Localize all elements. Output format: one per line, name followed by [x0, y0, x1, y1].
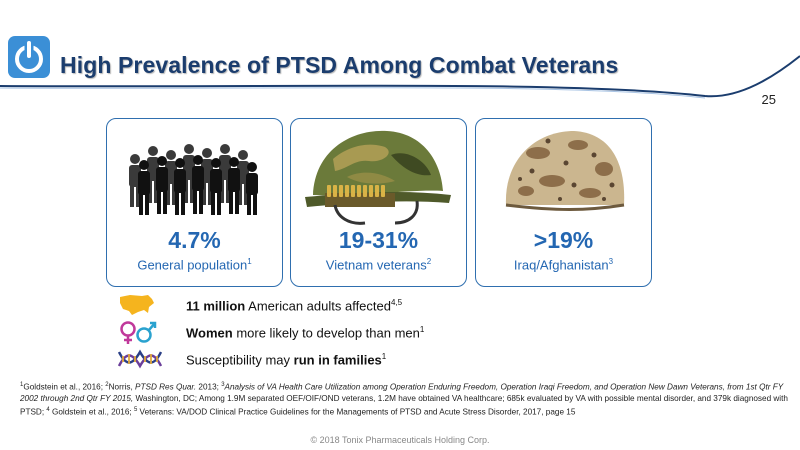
- fact-text: Susceptibility may: [186, 352, 294, 368]
- stat-ref: 1: [247, 257, 252, 266]
- page-title: High Prevalence of PTSD Among Combat Vet…: [60, 52, 619, 78]
- gender-symbols-icon: [120, 321, 157, 344]
- desert-camo-helmet-icon: [505, 131, 625, 211]
- fact-ref: 1: [419, 325, 425, 334]
- stat-label: Vietnam veterans2: [291, 257, 466, 272]
- stat-value: 4.7%: [168, 227, 221, 253]
- fact-text: more likely to develop than men: [232, 325, 420, 341]
- stat-value: 19-31%: [338, 227, 419, 253]
- ref-sup: 5: [133, 406, 138, 413]
- ref-sup: 4: [46, 406, 50, 413]
- ref-sup: 2: [105, 382, 109, 388]
- stat-label-text: Vietnam veterans: [325, 257, 427, 273]
- fact-women: Women more likely to develop than men1: [186, 325, 424, 340]
- stat-label-text: Iraq/Afghanistan: [513, 257, 609, 273]
- header-swoosh-rule: [0, 55, 800, 99]
- stat-card-vietnam: 19-31% Vietnam veterans2: [290, 118, 467, 287]
- fact-bold: 11 million: [186, 298, 246, 314]
- ref-sup: 3: [221, 382, 225, 388]
- ref-text: Goldstein et al., 2016;: [23, 382, 106, 392]
- references: 1Goldstein et al., 2016; 2Norris, PTSD R…: [20, 380, 788, 418]
- page-number: 25: [761, 92, 776, 107]
- copyright: © 2018 Tonix Pharmaceuticals Holding Cor…: [310, 435, 490, 445]
- stat-value: >19%: [533, 227, 594, 253]
- ref-report-title: Analysis of VA Health Care Utilization a…: [20, 382, 784, 404]
- fact-ref: 1: [381, 352, 387, 361]
- dna-helix-icon: [118, 349, 162, 369]
- ref-text: Washington, DC; Among 1.9M separated OEF…: [20, 394, 788, 417]
- vietnam-helmet-icon: [305, 130, 451, 225]
- fact-bold: Women: [186, 325, 233, 341]
- ref-text: Veterans: VA/DOD Clinical Practice Guide…: [137, 407, 576, 417]
- stat-card-iraq-afghanistan: >19% Iraq/Afghanistan3: [475, 118, 652, 287]
- fact-heritability: Susceptibility may run in families1: [186, 352, 386, 367]
- ref-journal: PTSD Res Quar.: [135, 382, 197, 392]
- stat-label: Iraq/Afghanistan3: [476, 257, 651, 272]
- stat-label: General population1: [107, 257, 282, 272]
- usa-map-icon: [120, 295, 154, 315]
- stat-label-text: General population: [137, 257, 248, 273]
- ref-sup: 1: [20, 382, 24, 388]
- ref-text: 2013;: [196, 382, 222, 392]
- stat-card-general: 4.7% General population1: [106, 118, 283, 287]
- fact-prevalence: 11 million American adults affected4,5: [186, 298, 402, 313]
- ref-text: Norris,: [108, 382, 136, 392]
- crowd-silhouette-icon: [129, 144, 258, 215]
- fact-text: American adults affected: [245, 298, 391, 314]
- fact-ref: 4,5: [391, 298, 403, 307]
- stat-ref: 3: [608, 257, 614, 266]
- stat-ref: 2: [426, 257, 432, 266]
- power-logo-icon: [8, 36, 50, 78]
- fact-bold: run in families: [293, 352, 382, 368]
- ref-text: Goldstein et al., 2016;: [49, 407, 134, 417]
